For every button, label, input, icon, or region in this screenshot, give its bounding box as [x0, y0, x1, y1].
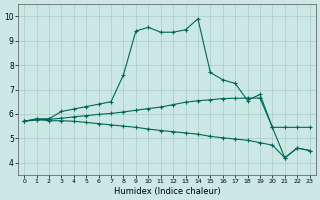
- X-axis label: Humidex (Indice chaleur): Humidex (Indice chaleur): [114, 187, 220, 196]
